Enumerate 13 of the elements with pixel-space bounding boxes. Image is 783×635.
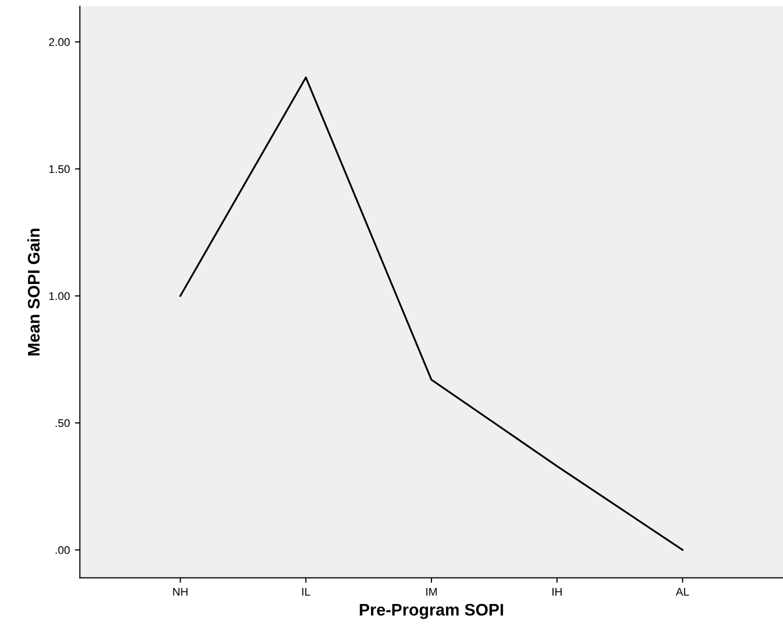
y-tick-label: 1.00 <box>49 292 70 300</box>
x-tick-label: IL <box>302 588 310 596</box>
x-tick-label: NH <box>173 588 188 596</box>
x-tick-label: IM <box>426 588 437 596</box>
x-tick-label: IH <box>552 588 562 596</box>
y-tick-label: .50 <box>56 419 70 428</box>
line-series <box>179 76 684 551</box>
y-axis-title: Mean SOPI Gain <box>27 228 40 356</box>
y-tick-label: 2.00 <box>49 38 70 46</box>
y-tick-label: 1.50 <box>49 165 70 174</box>
x-axis-title: Pre-Program SOPI <box>360 604 504 620</box>
y-tick-label: .00 <box>56 546 70 554</box>
x-tick-label: AL <box>676 588 689 596</box>
